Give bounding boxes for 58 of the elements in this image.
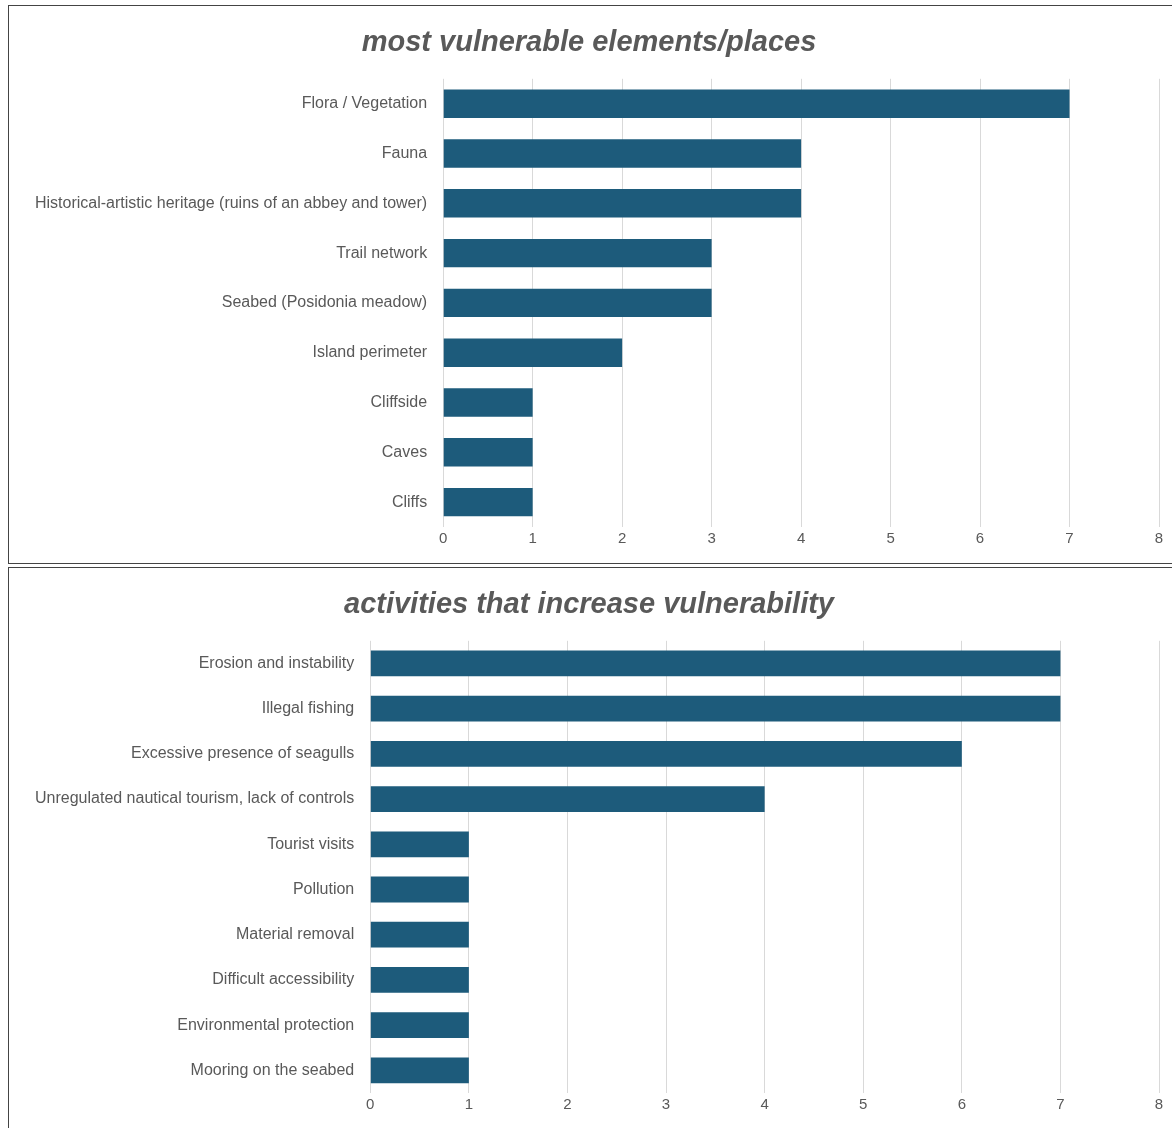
y-tick-label: Cliffside (370, 392, 428, 410)
y-tick-label: Island perimeter (312, 343, 428, 361)
y-tick-label: Pollution (292, 879, 355, 897)
bar (370, 876, 469, 903)
y-tick-label: Unregulated nautical tourism, lack of controls (35, 789, 355, 807)
bar (443, 338, 623, 367)
bar (370, 695, 1061, 722)
x-tick-label: 5 (859, 1095, 868, 1113)
bar (443, 238, 712, 268)
bar (443, 388, 533, 417)
bar (443, 89, 1070, 118)
x-tick-label: 7 (1056, 1095, 1065, 1113)
x-tick-label: 1 (464, 1095, 474, 1113)
y-tick-label: Cliffs (391, 492, 428, 510)
y-tick-label: Historical-artistic heritage (ruins of an abbey and tower) (35, 193, 428, 211)
bar (370, 740, 962, 767)
bar (443, 139, 802, 168)
bar (370, 1057, 469, 1084)
x-tick-label: 7 (1065, 529, 1074, 547)
x-tick-label: 0 (439, 529, 448, 547)
y-tick-label: Difficult accessibility (212, 970, 355, 988)
y-tick-label: Environmental protection (177, 1015, 355, 1033)
x-tick-label: 8 (1154, 1095, 1164, 1113)
bar (370, 1012, 469, 1039)
y-tick-label: Fauna (381, 143, 428, 161)
bar (443, 189, 802, 218)
bar (370, 786, 765, 812)
x-tick-label: 4 (760, 1095, 769, 1113)
bar (443, 487, 533, 517)
chart-title: most vulnerable elements/places (361, 25, 817, 58)
bar (443, 438, 533, 467)
x-tick-label: 5 (886, 529, 895, 547)
x-tick-label: 1 (528, 529, 537, 547)
y-tick-label: Tourist visits (267, 834, 355, 852)
x-tick-label: 2 (563, 1095, 572, 1113)
y-tick-label: Mooring on the seabed (190, 1060, 355, 1078)
bar (443, 288, 712, 318)
y-tick-label: Illegal fishing (261, 699, 355, 717)
x-tick-label: 6 (957, 1095, 966, 1113)
bar (370, 650, 1061, 677)
x-tick-label: 3 (661, 1095, 671, 1113)
bar (370, 921, 469, 948)
y-tick-label: Seabed (Posidonia meadow) (221, 293, 428, 311)
bar (370, 967, 469, 993)
y-tick-label: Material removal (236, 925, 355, 943)
x-tick-label: 3 (707, 529, 716, 547)
x-tick-label: 2 (617, 529, 627, 547)
y-tick-label: Excessive presence of seagulls (131, 744, 355, 762)
y-tick-label: Trail network (336, 243, 429, 261)
x-tick-label: 0 (366, 1095, 375, 1113)
x-tick-label: 6 (975, 529, 985, 547)
y-tick-label: Flora / Vegetation (301, 94, 428, 112)
x-tick-label: 4 (796, 529, 806, 547)
chart-title: activities that increase vulnerability (344, 587, 836, 620)
y-tick-label: Erosion and instability (198, 653, 355, 671)
y-tick-label: Caves (381, 442, 428, 460)
bar (370, 831, 469, 858)
x-tick-label: 8 (1154, 529, 1164, 547)
